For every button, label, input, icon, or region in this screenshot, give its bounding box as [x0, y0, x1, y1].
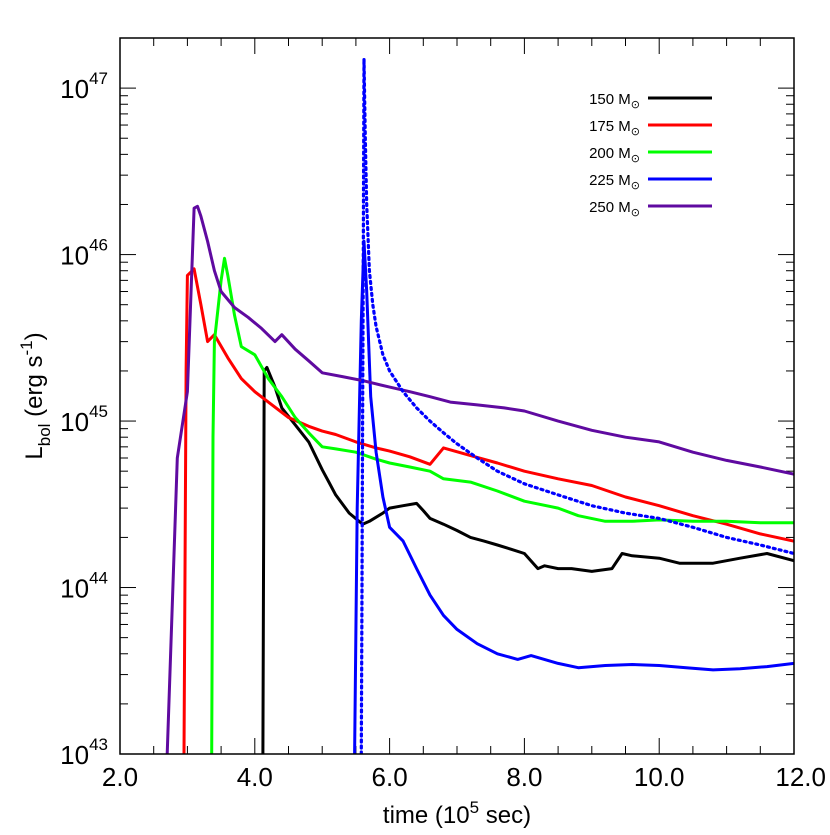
- series-layer: [165, 57, 794, 754]
- x-axis-title: time (105 sec): [383, 798, 531, 829]
- series-line: [210, 256, 794, 754]
- x-tick-label: 12.0: [775, 762, 826, 792]
- x-tick-label: 6.0: [372, 762, 408, 792]
- x-tick-label: 2.0: [102, 762, 138, 792]
- y-tick-label: 1047: [60, 69, 108, 104]
- legend-label: 200 M⊙: [589, 145, 640, 165]
- x-tick-labels: 2.0 4.0 6.0 8.0 10.0 12.0: [102, 762, 826, 792]
- plot-frame: [119, 37, 795, 755]
- y-tick-label: 1045: [60, 402, 108, 437]
- y-tick-label: 1043: [60, 735, 108, 770]
- x-tick-label: 10.0: [634, 762, 685, 792]
- legend: 150 M⊙ 175 M⊙ 200 M⊙ 225 M⊙ 250 M⊙: [589, 91, 712, 219]
- series-line: [261, 365, 794, 754]
- y-tick-label: 1044: [60, 569, 108, 604]
- x-tick-label: 8.0: [506, 762, 542, 792]
- x-tick-label: 4.0: [237, 762, 273, 792]
- series-line: [182, 267, 794, 754]
- legend-label: 150 M⊙: [589, 91, 640, 111]
- legend-label: 225 M⊙: [589, 172, 640, 192]
- y-tick-label: 1046: [60, 236, 108, 271]
- legend-label: 175 M⊙: [589, 118, 640, 138]
- series-line: [353, 239, 794, 754]
- y-axis-title: Lbol (erg s-1): [17, 332, 54, 459]
- series-line-dotted: [359, 57, 794, 754]
- y-tick-labels: 1043 1044 1045 1046 1047: [60, 69, 108, 770]
- series-line: [165, 204, 794, 754]
- legend-label: 250 M⊙: [589, 199, 640, 219]
- axis-ticks: [119, 37, 795, 755]
